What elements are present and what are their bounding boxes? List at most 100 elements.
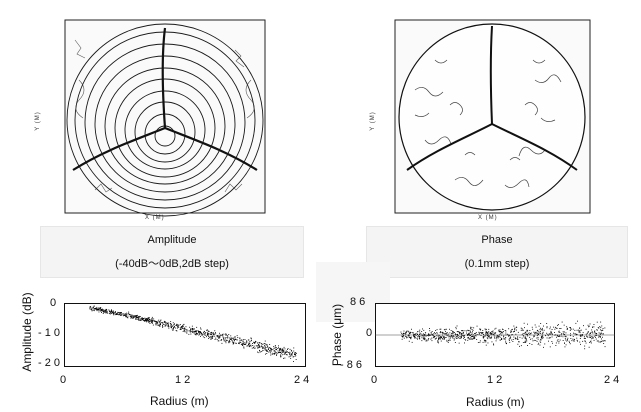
scatter-point [511, 334, 512, 336]
scatter-point [588, 326, 589, 328]
scatter-point [190, 329, 192, 331]
scatter-point [541, 338, 543, 340]
scatter-point [105, 310, 107, 312]
scatter-point [217, 340, 219, 342]
scatter-point [198, 332, 200, 334]
scatter-point [515, 337, 516, 339]
scatter-point [451, 335, 452, 337]
scatter-point [486, 335, 488, 337]
scatter-point [179, 324, 181, 326]
scatter-point [487, 335, 489, 337]
scatter-point [572, 340, 574, 342]
scatter-point [453, 332, 455, 333]
scatter-point [408, 332, 410, 334]
scatter-point [485, 340, 487, 342]
scatter-point [281, 349, 283, 351]
scatter-point [162, 323, 164, 325]
scatter-point [435, 338, 437, 340]
scatter-point [207, 329, 208, 331]
scatter-point [201, 334, 203, 336]
scatter-point [559, 334, 560, 336]
scatter-point [465, 339, 467, 341]
scatter-point [504, 330, 506, 331]
scatter-point [532, 328, 534, 330]
scatter-point [589, 337, 591, 338]
scatter-point [120, 312, 122, 313]
phase-scatter-xtick-1: 1 2 [487, 374, 503, 386]
scatter-point [411, 336, 412, 338]
scatter-point [478, 333, 480, 335]
scatter-point [201, 334, 203, 335]
scatter-point [430, 334, 431, 336]
scatter-point [587, 336, 589, 338]
scatter-point [482, 336, 484, 338]
amplitude-scatter-xtick-2: 2 4 [294, 374, 310, 386]
scatter-point [176, 324, 178, 326]
scatter-point [287, 349, 288, 350]
scatter-point [468, 338, 470, 340]
scatter-point [221, 334, 223, 336]
scatter-point [114, 312, 116, 313]
scatter-point [91, 310, 93, 312]
scatter-point [97, 308, 99, 310]
scatter-point [470, 328, 472, 330]
scatter-point [468, 332, 470, 334]
scatter-point [594, 335, 596, 337]
scatter-point [507, 334, 509, 336]
scatter-point [431, 334, 433, 336]
scatter-point [256, 345, 258, 347]
scatter-point [497, 335, 498, 337]
scatter-point [581, 334, 583, 335]
scatter-point [417, 331, 418, 333]
scatter-point [534, 333, 536, 335]
scatter-point [522, 335, 524, 337]
scatter-point [493, 332, 495, 334]
scatter-point [267, 344, 268, 346]
scatter-point [452, 330, 453, 332]
scatter-point [537, 331, 539, 333]
scatter-point [501, 338, 503, 340]
scatter-point [526, 334, 528, 336]
scatter-point [209, 335, 211, 337]
scatter-point [541, 329, 543, 331]
scatter-point [162, 326, 164, 328]
scatter-point [402, 336, 404, 337]
scatter-point [568, 340, 570, 342]
scatter-point [253, 347, 255, 349]
scatter-point [446, 332, 448, 334]
scatter-point [249, 345, 251, 346]
scatter-point [585, 340, 586, 342]
scatter-point [433, 333, 435, 335]
scatter-point [558, 341, 560, 342]
scatter-point [266, 349, 268, 351]
scatter-point [438, 337, 440, 339]
scatter-point [145, 319, 147, 321]
scatter-point [539, 333, 541, 334]
scatter-point [151, 319, 152, 321]
scatter-point [453, 336, 455, 338]
scatter-point [579, 330, 581, 332]
scatter-point [104, 310, 106, 312]
scatter-point [563, 334, 565, 335]
scatter-point [542, 336, 544, 338]
scatter-point [164, 321, 166, 322]
amplitude-caption: Amplitude (-40dB～0dB,2dB step) [40, 226, 304, 278]
scatter-point [556, 334, 558, 336]
scatter-point [236, 335, 238, 337]
scatter-point [212, 337, 213, 339]
scatter-point [508, 340, 510, 341]
scatter-point [443, 338, 445, 339]
scatter-point [124, 314, 126, 316]
scatter-point [439, 332, 441, 334]
scatter-point [91, 308, 93, 310]
scatter-point [584, 340, 586, 342]
scatter-point [489, 337, 491, 338]
scatter-point [593, 324, 595, 325]
scatter-point [294, 354, 295, 355]
scatter-point [472, 329, 474, 331]
scatter-point [585, 328, 587, 330]
scatter-point [491, 336, 493, 338]
scatter-point [211, 335, 213, 337]
scatter-point [132, 316, 134, 318]
scatter-point [593, 326, 595, 328]
